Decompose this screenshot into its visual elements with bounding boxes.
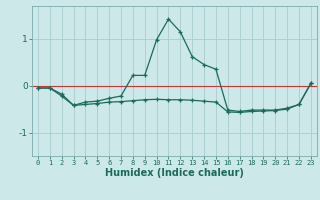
X-axis label: Humidex (Indice chaleur): Humidex (Indice chaleur)	[105, 168, 244, 178]
